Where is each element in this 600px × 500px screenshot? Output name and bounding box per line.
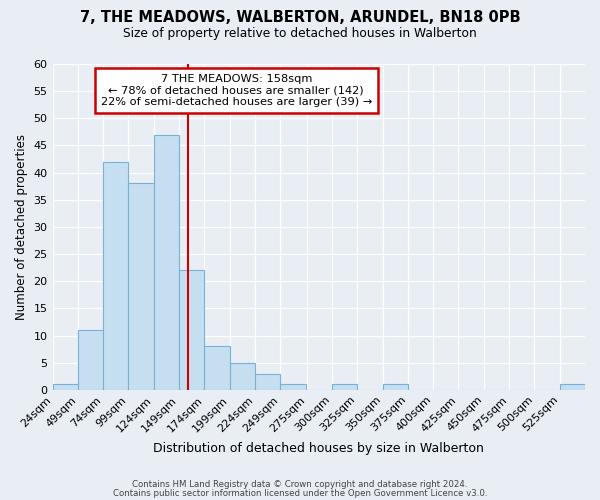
Bar — [179, 270, 205, 390]
Bar — [383, 384, 408, 390]
Text: Contains HM Land Registry data © Crown copyright and database right 2024.: Contains HM Land Registry data © Crown c… — [132, 480, 468, 489]
Bar — [255, 374, 280, 390]
Bar — [205, 346, 230, 390]
Text: Contains public sector information licensed under the Open Government Licence v3: Contains public sector information licen… — [113, 488, 487, 498]
Text: 7, THE MEADOWS, WALBERTON, ARUNDEL, BN18 0PB: 7, THE MEADOWS, WALBERTON, ARUNDEL, BN18… — [80, 10, 520, 25]
Bar — [230, 362, 255, 390]
Bar — [560, 384, 585, 390]
Bar — [154, 134, 179, 390]
Bar — [128, 184, 154, 390]
Bar — [332, 384, 357, 390]
Y-axis label: Number of detached properties: Number of detached properties — [15, 134, 28, 320]
Bar — [78, 330, 103, 390]
Bar — [103, 162, 128, 390]
Bar — [53, 384, 78, 390]
Text: Size of property relative to detached houses in Walberton: Size of property relative to detached ho… — [123, 28, 477, 40]
Text: 7 THE MEADOWS: 158sqm
← 78% of detached houses are smaller (142)
22% of semi-det: 7 THE MEADOWS: 158sqm ← 78% of detached … — [101, 74, 372, 107]
Bar — [280, 384, 305, 390]
X-axis label: Distribution of detached houses by size in Walberton: Distribution of detached houses by size … — [154, 442, 484, 455]
